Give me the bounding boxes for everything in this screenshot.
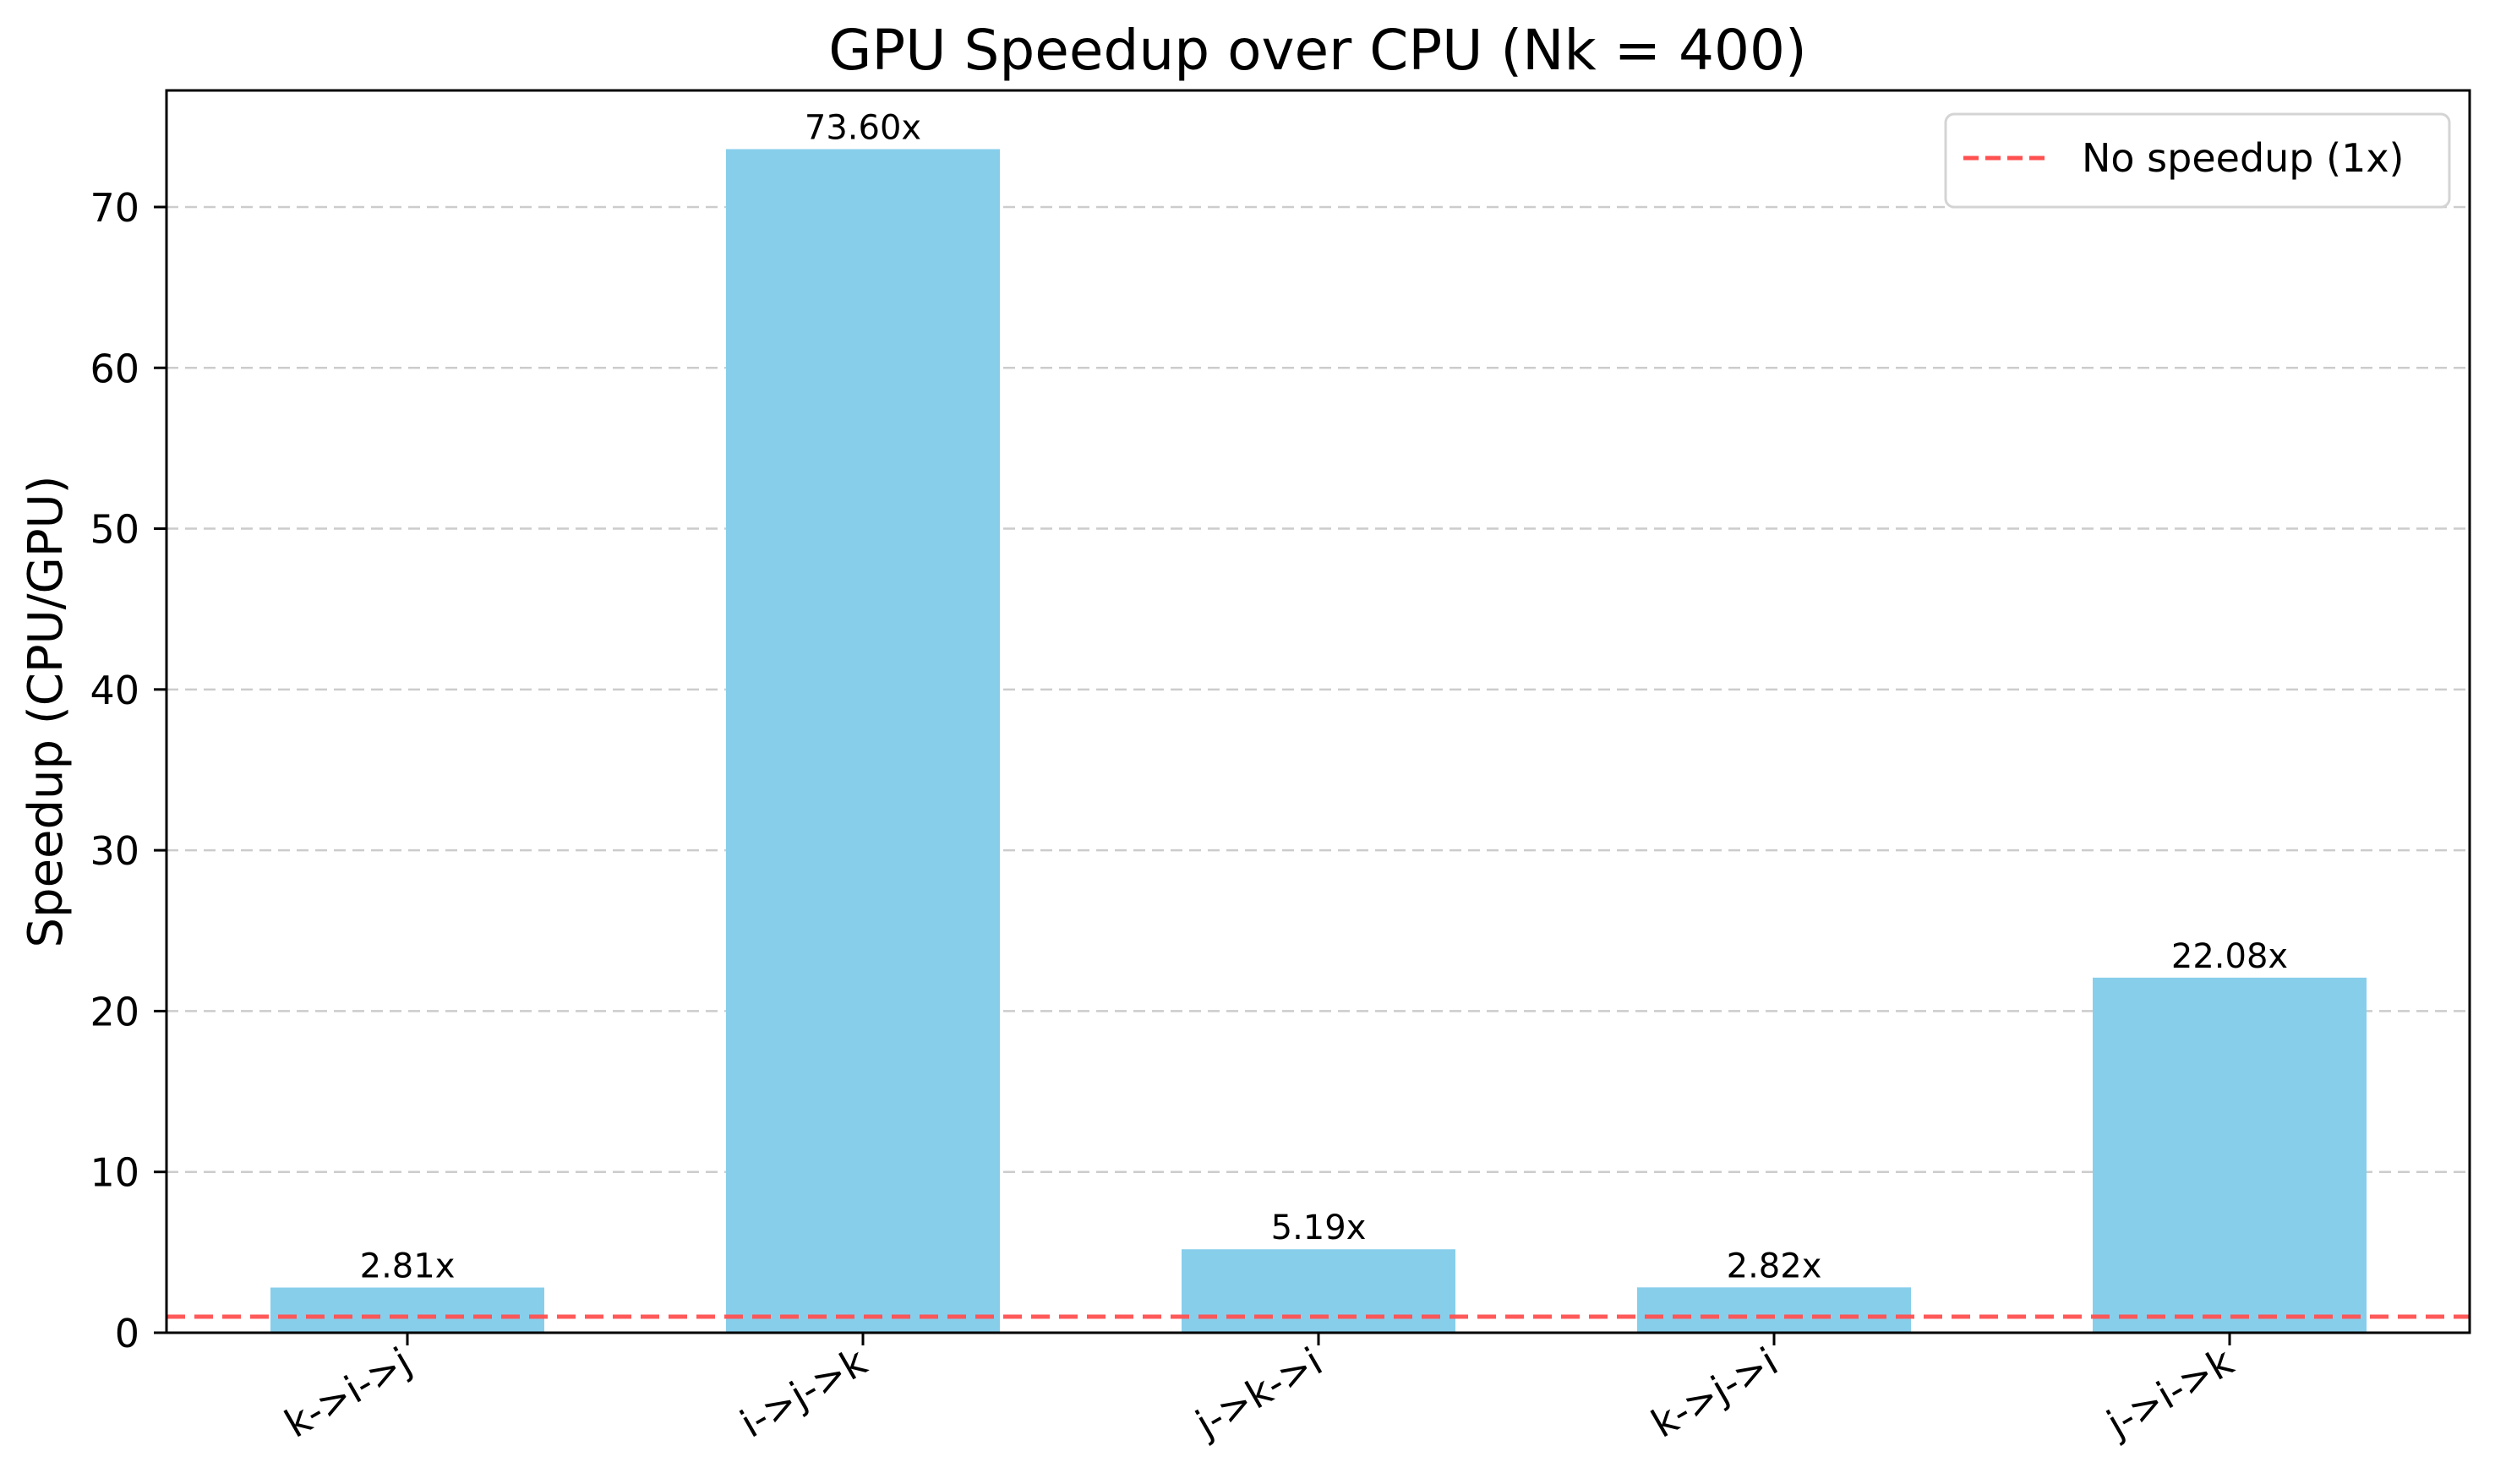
y-tick-label: 40 [90, 668, 139, 713]
legend: No speedup (1x) [1944, 112, 2451, 209]
bar [726, 149, 1000, 1334]
bar [2093, 977, 2367, 1333]
legend-label: No speedup (1x) [2082, 135, 2405, 181]
bars: 2.81x 73.60x 5.19x 2.82x 22.08x [270, 108, 2367, 1334]
legend-box [1944, 112, 2451, 209]
y-tick-label: 30 [90, 828, 139, 874]
y-tick-label: 10 [90, 1150, 139, 1196]
bar-value-label: 73.60x [805, 108, 921, 147]
x-tick-label: k->j->i [1644, 1339, 1786, 1447]
y-axis-ticks: 0 10 20 30 40 50 60 70 [90, 185, 167, 1356]
chart-title: GPU Speedup over CPU (Nk = 400) [828, 18, 1806, 83]
x-tick-label: i->j->k [733, 1339, 875, 1447]
y-axis-label: Speedup (CPU/GPU) [19, 476, 74, 948]
bar-value-label: 2.81x [360, 1247, 456, 1286]
x-tick-label: k->i->j [277, 1339, 419, 1447]
bar [270, 1287, 544, 1333]
y-tick-label: 20 [90, 989, 139, 1034]
y-tick-label: 50 [90, 507, 139, 553]
bar-value-label: 2.82x [1727, 1247, 1822, 1285]
y-tick-label: 70 [90, 185, 139, 231]
bar-value-label: 5.19x [1271, 1208, 1367, 1247]
x-tick-label: j->i->k [2099, 1339, 2241, 1448]
y-tick-label: 0 [115, 1311, 139, 1356]
bar [1182, 1249, 1455, 1333]
x-axis-ticks: k->i->j i->j->k j->k->i k->j->i j->i->k [277, 1333, 2241, 1447]
bar-value-label: 22.08x [2171, 937, 2288, 976]
x-tick-label: j->k->i [1187, 1339, 1330, 1448]
bar [1637, 1287, 1911, 1333]
y-tick-label: 60 [90, 346, 139, 391]
